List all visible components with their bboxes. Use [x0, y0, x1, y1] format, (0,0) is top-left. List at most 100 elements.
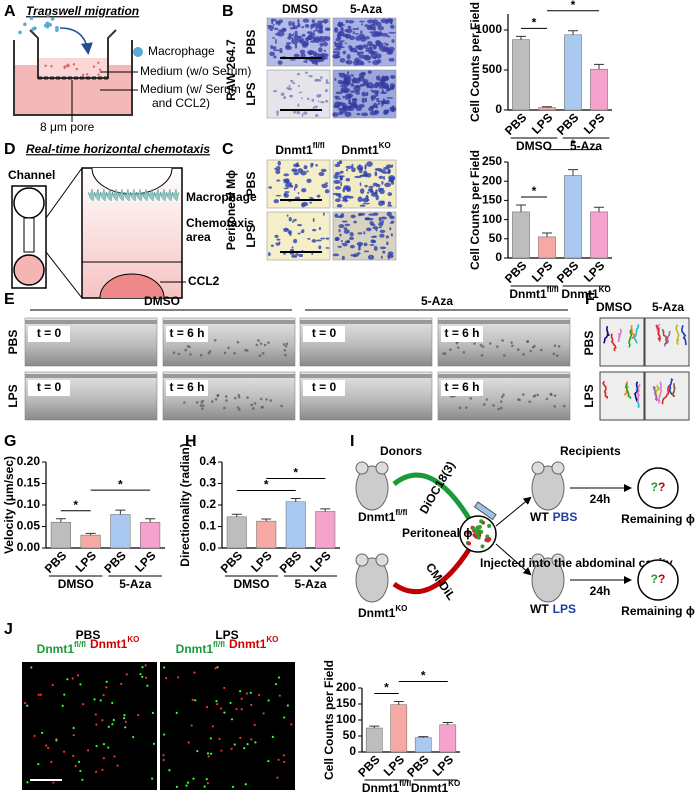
- cell: [522, 393, 525, 396]
- cell: [335, 198, 341, 203]
- y-axis-label: Cell Counts per Field: [468, 2, 482, 122]
- insert-medium: [38, 58, 108, 78]
- cell: [325, 82, 330, 85]
- x-tick-label: LPS: [381, 752, 407, 778]
- cell: [311, 98, 315, 102]
- cell: [342, 105, 346, 111]
- cell: [244, 783, 247, 786]
- cell: [344, 76, 352, 83]
- y-tick-label: 100: [336, 712, 356, 726]
- label-part: WT: [530, 510, 549, 524]
- cell: [389, 106, 392, 109]
- track: [656, 381, 663, 404]
- result-circle: [637, 467, 679, 509]
- cell: [50, 17, 55, 21]
- channel-edge: [438, 320, 570, 324]
- cell: [354, 45, 362, 49]
- cell: [259, 397, 263, 401]
- cell: [350, 214, 356, 219]
- cell: [536, 393, 539, 397]
- cell: [381, 76, 389, 82]
- cell: [304, 71, 309, 74]
- cell: [334, 171, 341, 176]
- y-tick-label: 50: [489, 231, 503, 245]
- cell: [301, 187, 307, 193]
- cell: [480, 354, 484, 357]
- bar: [414, 737, 432, 753]
- cell: [240, 708, 243, 711]
- cell: [72, 734, 75, 737]
- cell: [237, 393, 241, 397]
- cell: [379, 246, 387, 250]
- cell: [77, 760, 81, 763]
- cell: [151, 711, 155, 714]
- bar: [80, 534, 101, 549]
- cell: [344, 94, 352, 100]
- cell: [297, 18, 300, 25]
- track: [655, 324, 662, 342]
- label: Dnmt1fl/fl: [358, 508, 407, 524]
- cell: [367, 188, 373, 192]
- label-part: LPS: [553, 602, 576, 616]
- cell: [320, 237, 326, 240]
- cell: [283, 173, 290, 177]
- channel-edge: [25, 320, 157, 324]
- cell: [163, 666, 166, 669]
- cell: [500, 406, 503, 410]
- cell: [220, 749, 223, 752]
- cell: [388, 57, 395, 62]
- macrophage: [93, 188, 102, 202]
- cell: [369, 46, 372, 50]
- cell: [289, 34, 294, 37]
- cell: [338, 72, 345, 75]
- cell: [283, 348, 287, 352]
- cell: [297, 224, 302, 227]
- cell: [301, 42, 308, 48]
- cell: [261, 405, 264, 409]
- time-box: [28, 380, 70, 396]
- cell: [175, 711, 178, 714]
- y-tick-label: 0.10: [17, 497, 41, 511]
- cell: [545, 397, 549, 401]
- cell: [370, 53, 378, 59]
- cell: [259, 342, 263, 345]
- cell: [201, 399, 205, 403]
- cell: [337, 245, 343, 248]
- cell: [358, 51, 365, 55]
- cell: [552, 352, 556, 356]
- cell: [388, 31, 396, 34]
- time-box: [303, 380, 345, 396]
- x-tick-label: LPS: [529, 258, 555, 284]
- cell: [367, 60, 372, 63]
- cell: [364, 184, 368, 188]
- cell: [483, 403, 486, 406]
- cell: [284, 344, 288, 348]
- y-tick-label: 0.20: [17, 454, 41, 468]
- cell: [291, 220, 295, 223]
- cell: [48, 23, 53, 27]
- cell: [348, 45, 352, 49]
- error-bar: [290, 498, 301, 502]
- cell: [366, 161, 373, 167]
- cell: [351, 167, 356, 173]
- cell: [308, 52, 313, 56]
- legend-sup: KO: [266, 635, 278, 644]
- macrophage: [87, 188, 96, 202]
- bar: [590, 211, 608, 259]
- cell: [190, 724, 193, 727]
- cell: [297, 84, 300, 88]
- panel-letter: C: [222, 141, 234, 158]
- cell: [362, 79, 369, 84]
- cell: [98, 68, 102, 72]
- cell: [345, 241, 351, 244]
- cell: [271, 19, 274, 25]
- cell: [105, 686, 108, 689]
- cell: [302, 201, 309, 207]
- cell: [81, 73, 85, 77]
- label: Injected into the abdominal cavity: [480, 556, 673, 570]
- cell: [363, 55, 371, 61]
- cell: [237, 408, 241, 411]
- cell: [293, 53, 300, 58]
- cell: [350, 74, 354, 77]
- cell: [375, 183, 381, 188]
